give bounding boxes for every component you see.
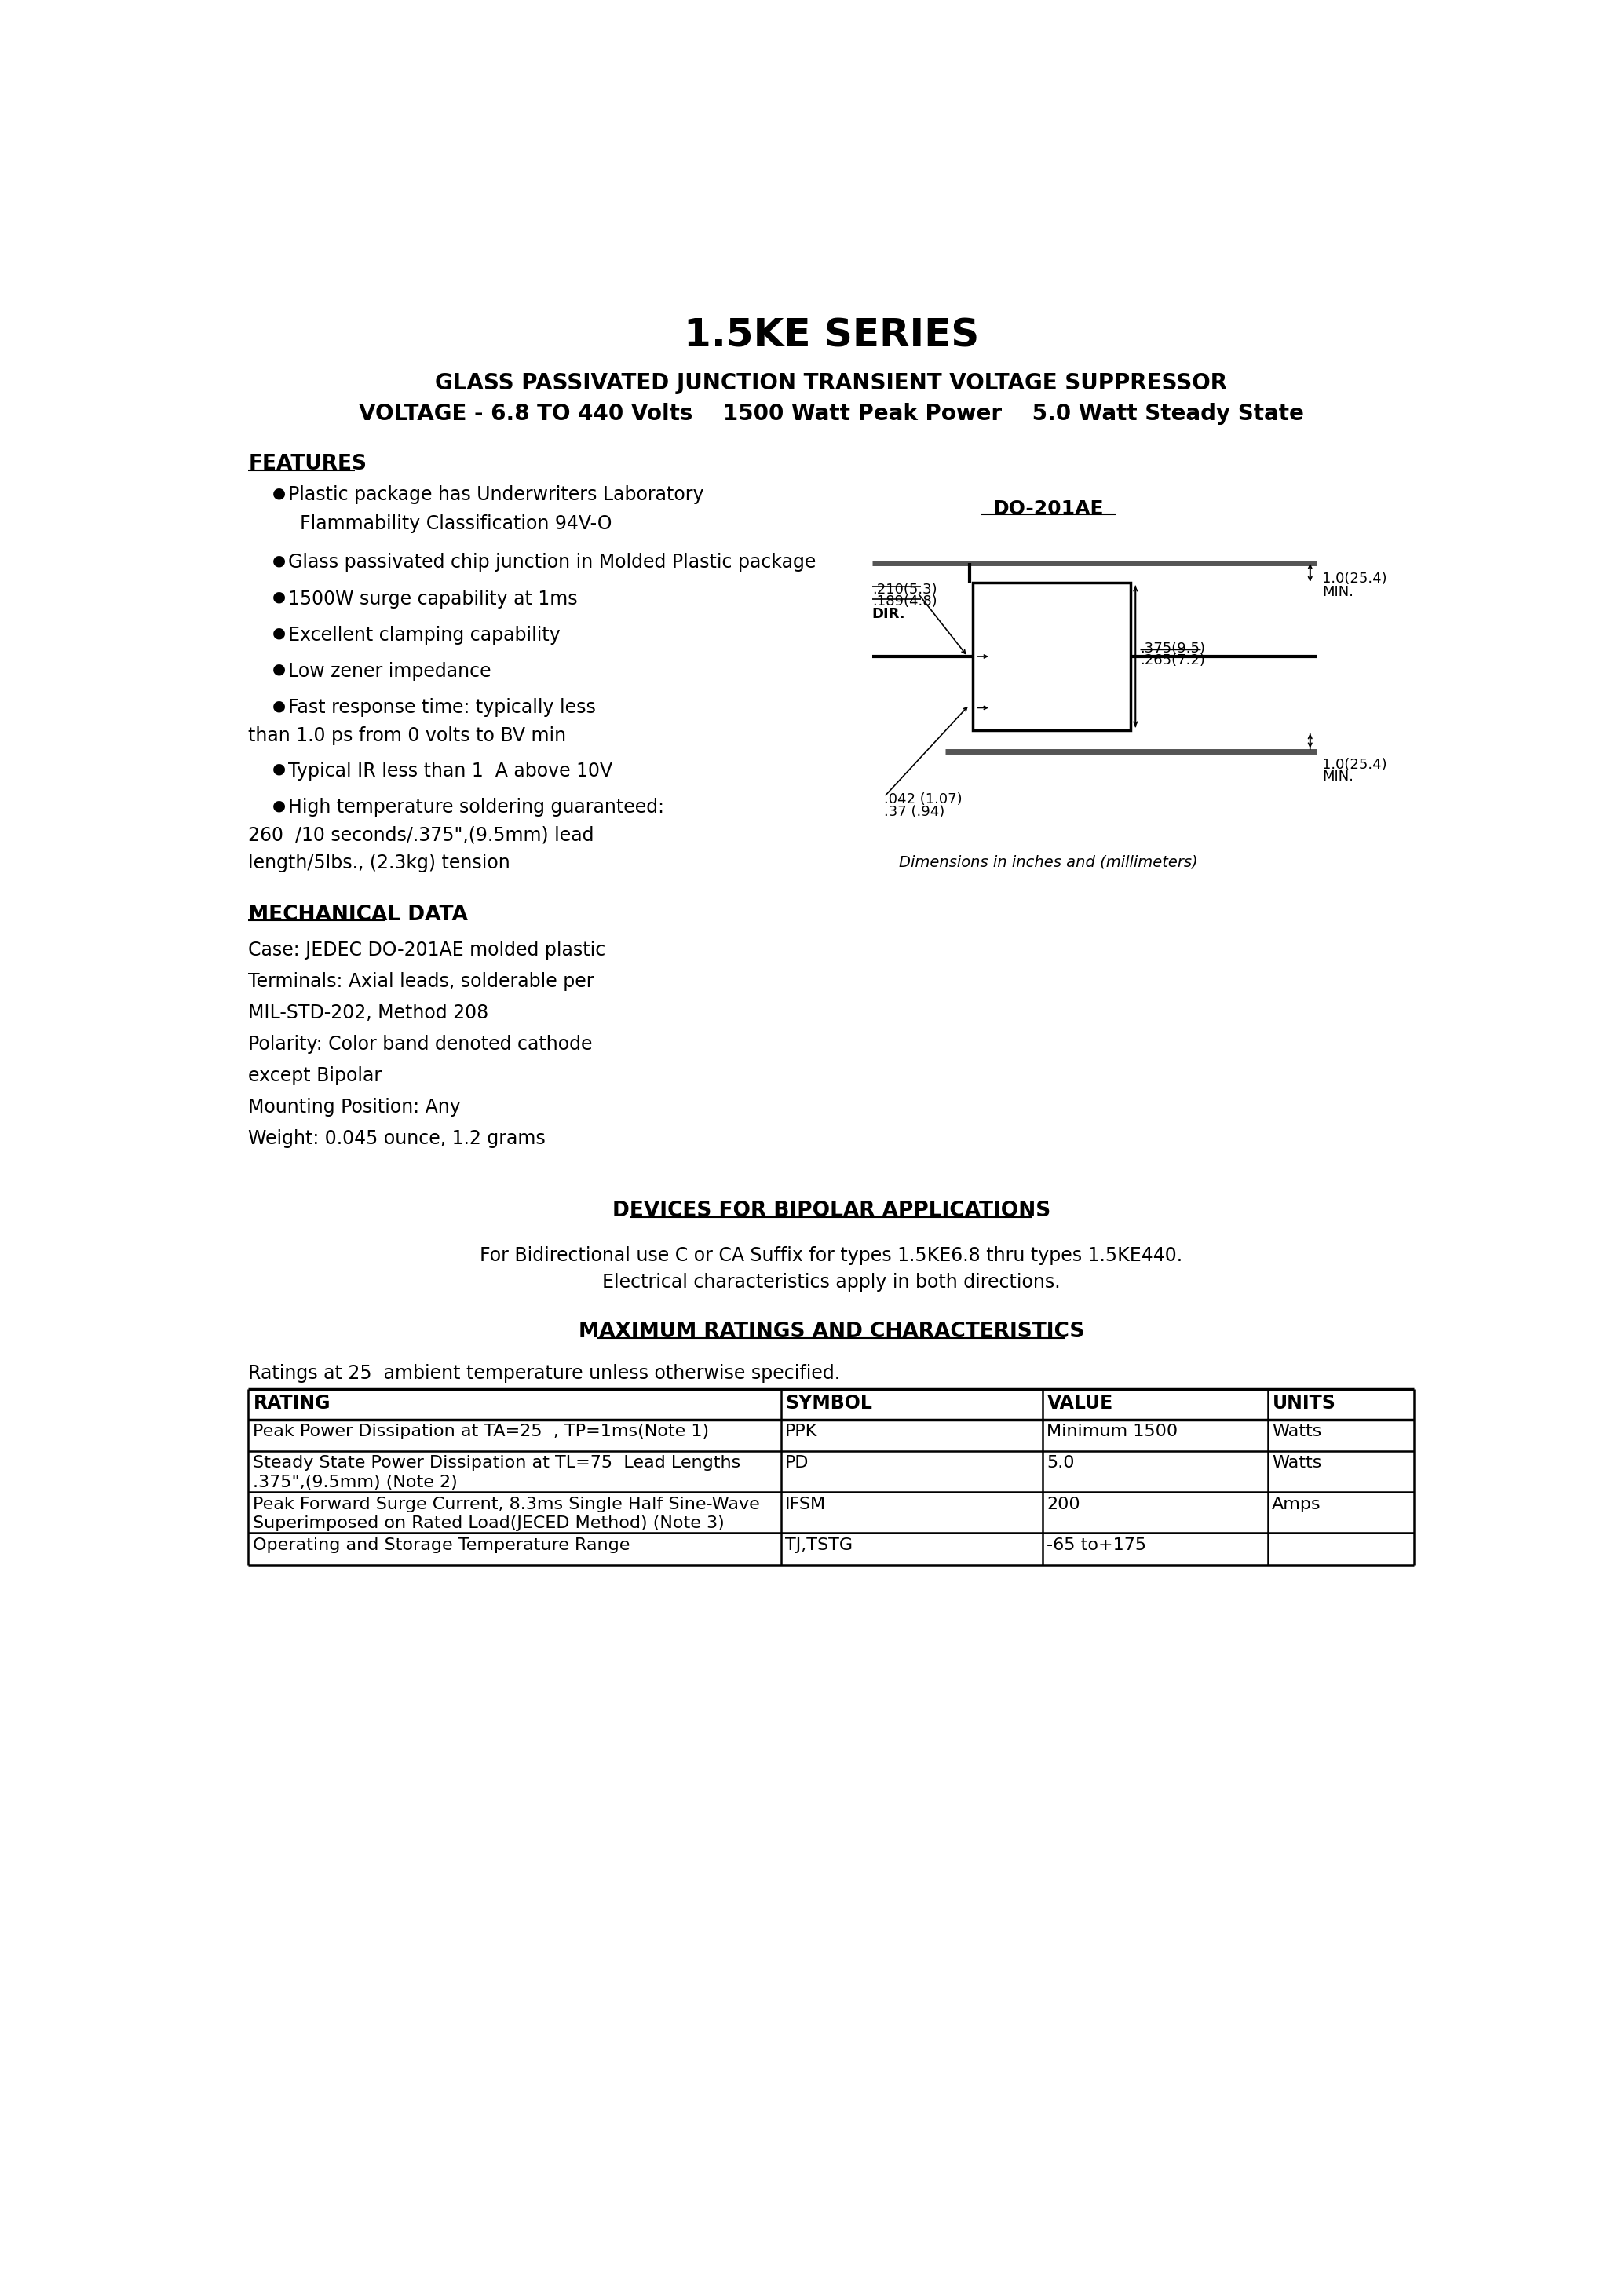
Text: Glass passivated chip junction in Molded Plastic package: Glass passivated chip junction in Molded… xyxy=(289,553,816,572)
Text: .265(7.2): .265(7.2) xyxy=(1140,654,1205,668)
Text: PD: PD xyxy=(785,1456,809,1472)
Text: 1.0(25.4): 1.0(25.4) xyxy=(1322,572,1387,585)
Text: Ratings at 25  ambient temperature unless otherwise specified.: Ratings at 25 ambient temperature unless… xyxy=(248,1364,840,1382)
Text: -65 to+175: -65 to+175 xyxy=(1046,1538,1147,1552)
Text: .042 (1.07): .042 (1.07) xyxy=(884,792,962,806)
Text: PPK: PPK xyxy=(785,1424,817,1440)
Text: VALUE: VALUE xyxy=(1048,1394,1113,1412)
Text: except Bipolar: except Bipolar xyxy=(248,1065,381,1086)
Text: Low zener impedance: Low zener impedance xyxy=(289,661,491,680)
Text: Peak Power Dissipation at TA=25  , TP=1ms(Note 1): Peak Power Dissipation at TA=25 , TP=1ms… xyxy=(253,1424,709,1440)
Text: Mounting Position: Any: Mounting Position: Any xyxy=(248,1097,461,1116)
Text: Case: JEDEC DO-201AE molded plastic: Case: JEDEC DO-201AE molded plastic xyxy=(248,941,605,960)
Text: VOLTAGE - 6.8 TO 440 Volts    1500 Watt Peak Power    5.0 Watt Steady State: VOLTAGE - 6.8 TO 440 Volts 1500 Watt Pea… xyxy=(358,402,1304,425)
Text: DEVICES FOR BIPOLAR APPLICATIONS: DEVICES FOR BIPOLAR APPLICATIONS xyxy=(611,1201,1051,1221)
Text: Amps: Amps xyxy=(1272,1497,1320,1513)
Text: Excellent clamping capability: Excellent clamping capability xyxy=(289,625,560,645)
Text: TJ,TSTG: TJ,TSTG xyxy=(785,1538,853,1552)
Text: ●: ● xyxy=(272,661,285,677)
Text: MAXIMUM RATINGS AND CHARACTERISTICS: MAXIMUM RATINGS AND CHARACTERISTICS xyxy=(579,1322,1083,1341)
Text: ●: ● xyxy=(272,625,285,641)
Text: 1.5KE SERIES: 1.5KE SERIES xyxy=(683,317,980,354)
Text: .375(9.5): .375(9.5) xyxy=(1140,641,1205,654)
Text: Minimum 1500: Minimum 1500 xyxy=(1046,1424,1178,1440)
Text: 260  /10 seconds/.375",(9.5mm) lead: 260 /10 seconds/.375",(9.5mm) lead xyxy=(248,827,594,845)
Text: MIN.: MIN. xyxy=(1322,585,1354,599)
Text: .37 (.94): .37 (.94) xyxy=(884,804,946,820)
Text: Superimposed on Rated Load(JECED Method) (Note 3): Superimposed on Rated Load(JECED Method)… xyxy=(253,1515,725,1531)
Text: ●: ● xyxy=(272,698,285,714)
Text: DO-201AE: DO-201AE xyxy=(993,498,1105,519)
Text: ●: ● xyxy=(272,762,285,776)
Text: Typical IR less than 1  A above 10V: Typical IR less than 1 A above 10V xyxy=(289,762,611,781)
Text: Polarity: Color band denoted cathode: Polarity: Color band denoted cathode xyxy=(248,1035,592,1054)
Text: 1.0(25.4): 1.0(25.4) xyxy=(1322,758,1387,771)
Text: GLASS PASSIVATED JUNCTION TRANSIENT VOLTAGE SUPPRESSOR: GLASS PASSIVATED JUNCTION TRANSIENT VOLT… xyxy=(435,372,1228,395)
Text: Watts: Watts xyxy=(1272,1456,1322,1472)
Text: Electrical characteristics apply in both directions.: Electrical characteristics apply in both… xyxy=(602,1274,1061,1293)
Text: SYMBOL: SYMBOL xyxy=(785,1394,873,1412)
Text: ●: ● xyxy=(272,799,285,813)
Text: Flammability Classification 94V-O: Flammability Classification 94V-O xyxy=(300,514,611,533)
Text: Steady State Power Dissipation at TL=75  Lead Lengths: Steady State Power Dissipation at TL=75 … xyxy=(253,1456,740,1472)
Text: MECHANICAL DATA: MECHANICAL DATA xyxy=(248,905,469,925)
Text: MIL-STD-202, Method 208: MIL-STD-202, Method 208 xyxy=(248,1003,488,1022)
Bar xyxy=(973,583,1131,730)
Text: RATING: RATING xyxy=(253,1394,331,1412)
Text: MIN.: MIN. xyxy=(1322,769,1354,783)
Text: ●: ● xyxy=(272,553,285,567)
Text: 200: 200 xyxy=(1046,1497,1080,1513)
Text: Dimensions in inches and (millimeters): Dimensions in inches and (millimeters) xyxy=(899,854,1199,870)
Text: Terminals: Axial leads, solderable per: Terminals: Axial leads, solderable per xyxy=(248,971,594,992)
Text: ●: ● xyxy=(272,590,285,604)
Text: Operating and Storage Temperature Range: Operating and Storage Temperature Range xyxy=(253,1538,629,1552)
Text: Fast response time: typically less: Fast response time: typically less xyxy=(289,698,595,716)
Text: than 1.0 ps from 0 volts to BV min: than 1.0 ps from 0 volts to BV min xyxy=(248,726,566,744)
Text: 5.0: 5.0 xyxy=(1046,1456,1074,1472)
Text: For Bidirectional use C or CA Suffix for types 1.5KE6.8 thru types 1.5KE440.: For Bidirectional use C or CA Suffix for… xyxy=(480,1247,1182,1265)
Text: .375",(9.5mm) (Note 2): .375",(9.5mm) (Note 2) xyxy=(253,1474,457,1490)
Text: length/5lbs., (2.3kg) tension: length/5lbs., (2.3kg) tension xyxy=(248,854,511,872)
Text: ●: ● xyxy=(272,484,285,501)
Text: FEATURES: FEATURES xyxy=(248,455,367,475)
Text: DIR.: DIR. xyxy=(873,606,905,620)
Text: Weight: 0.045 ounce, 1.2 grams: Weight: 0.045 ounce, 1.2 grams xyxy=(248,1130,545,1148)
Text: .210(5.3): .210(5.3) xyxy=(873,583,938,597)
Text: Plastic package has Underwriters Laboratory: Plastic package has Underwriters Laborat… xyxy=(289,484,704,505)
Text: High temperature soldering guaranteed:: High temperature soldering guaranteed: xyxy=(289,799,663,817)
Text: .189(4.8): .189(4.8) xyxy=(873,595,938,608)
Text: UNITS: UNITS xyxy=(1272,1394,1337,1412)
Text: 1500W surge capability at 1ms: 1500W surge capability at 1ms xyxy=(289,590,577,608)
Text: Peak Forward Surge Current, 8.3ms Single Half Sine-Wave: Peak Forward Surge Current, 8.3ms Single… xyxy=(253,1497,759,1513)
Text: Watts: Watts xyxy=(1272,1424,1322,1440)
Text: IFSM: IFSM xyxy=(785,1497,826,1513)
